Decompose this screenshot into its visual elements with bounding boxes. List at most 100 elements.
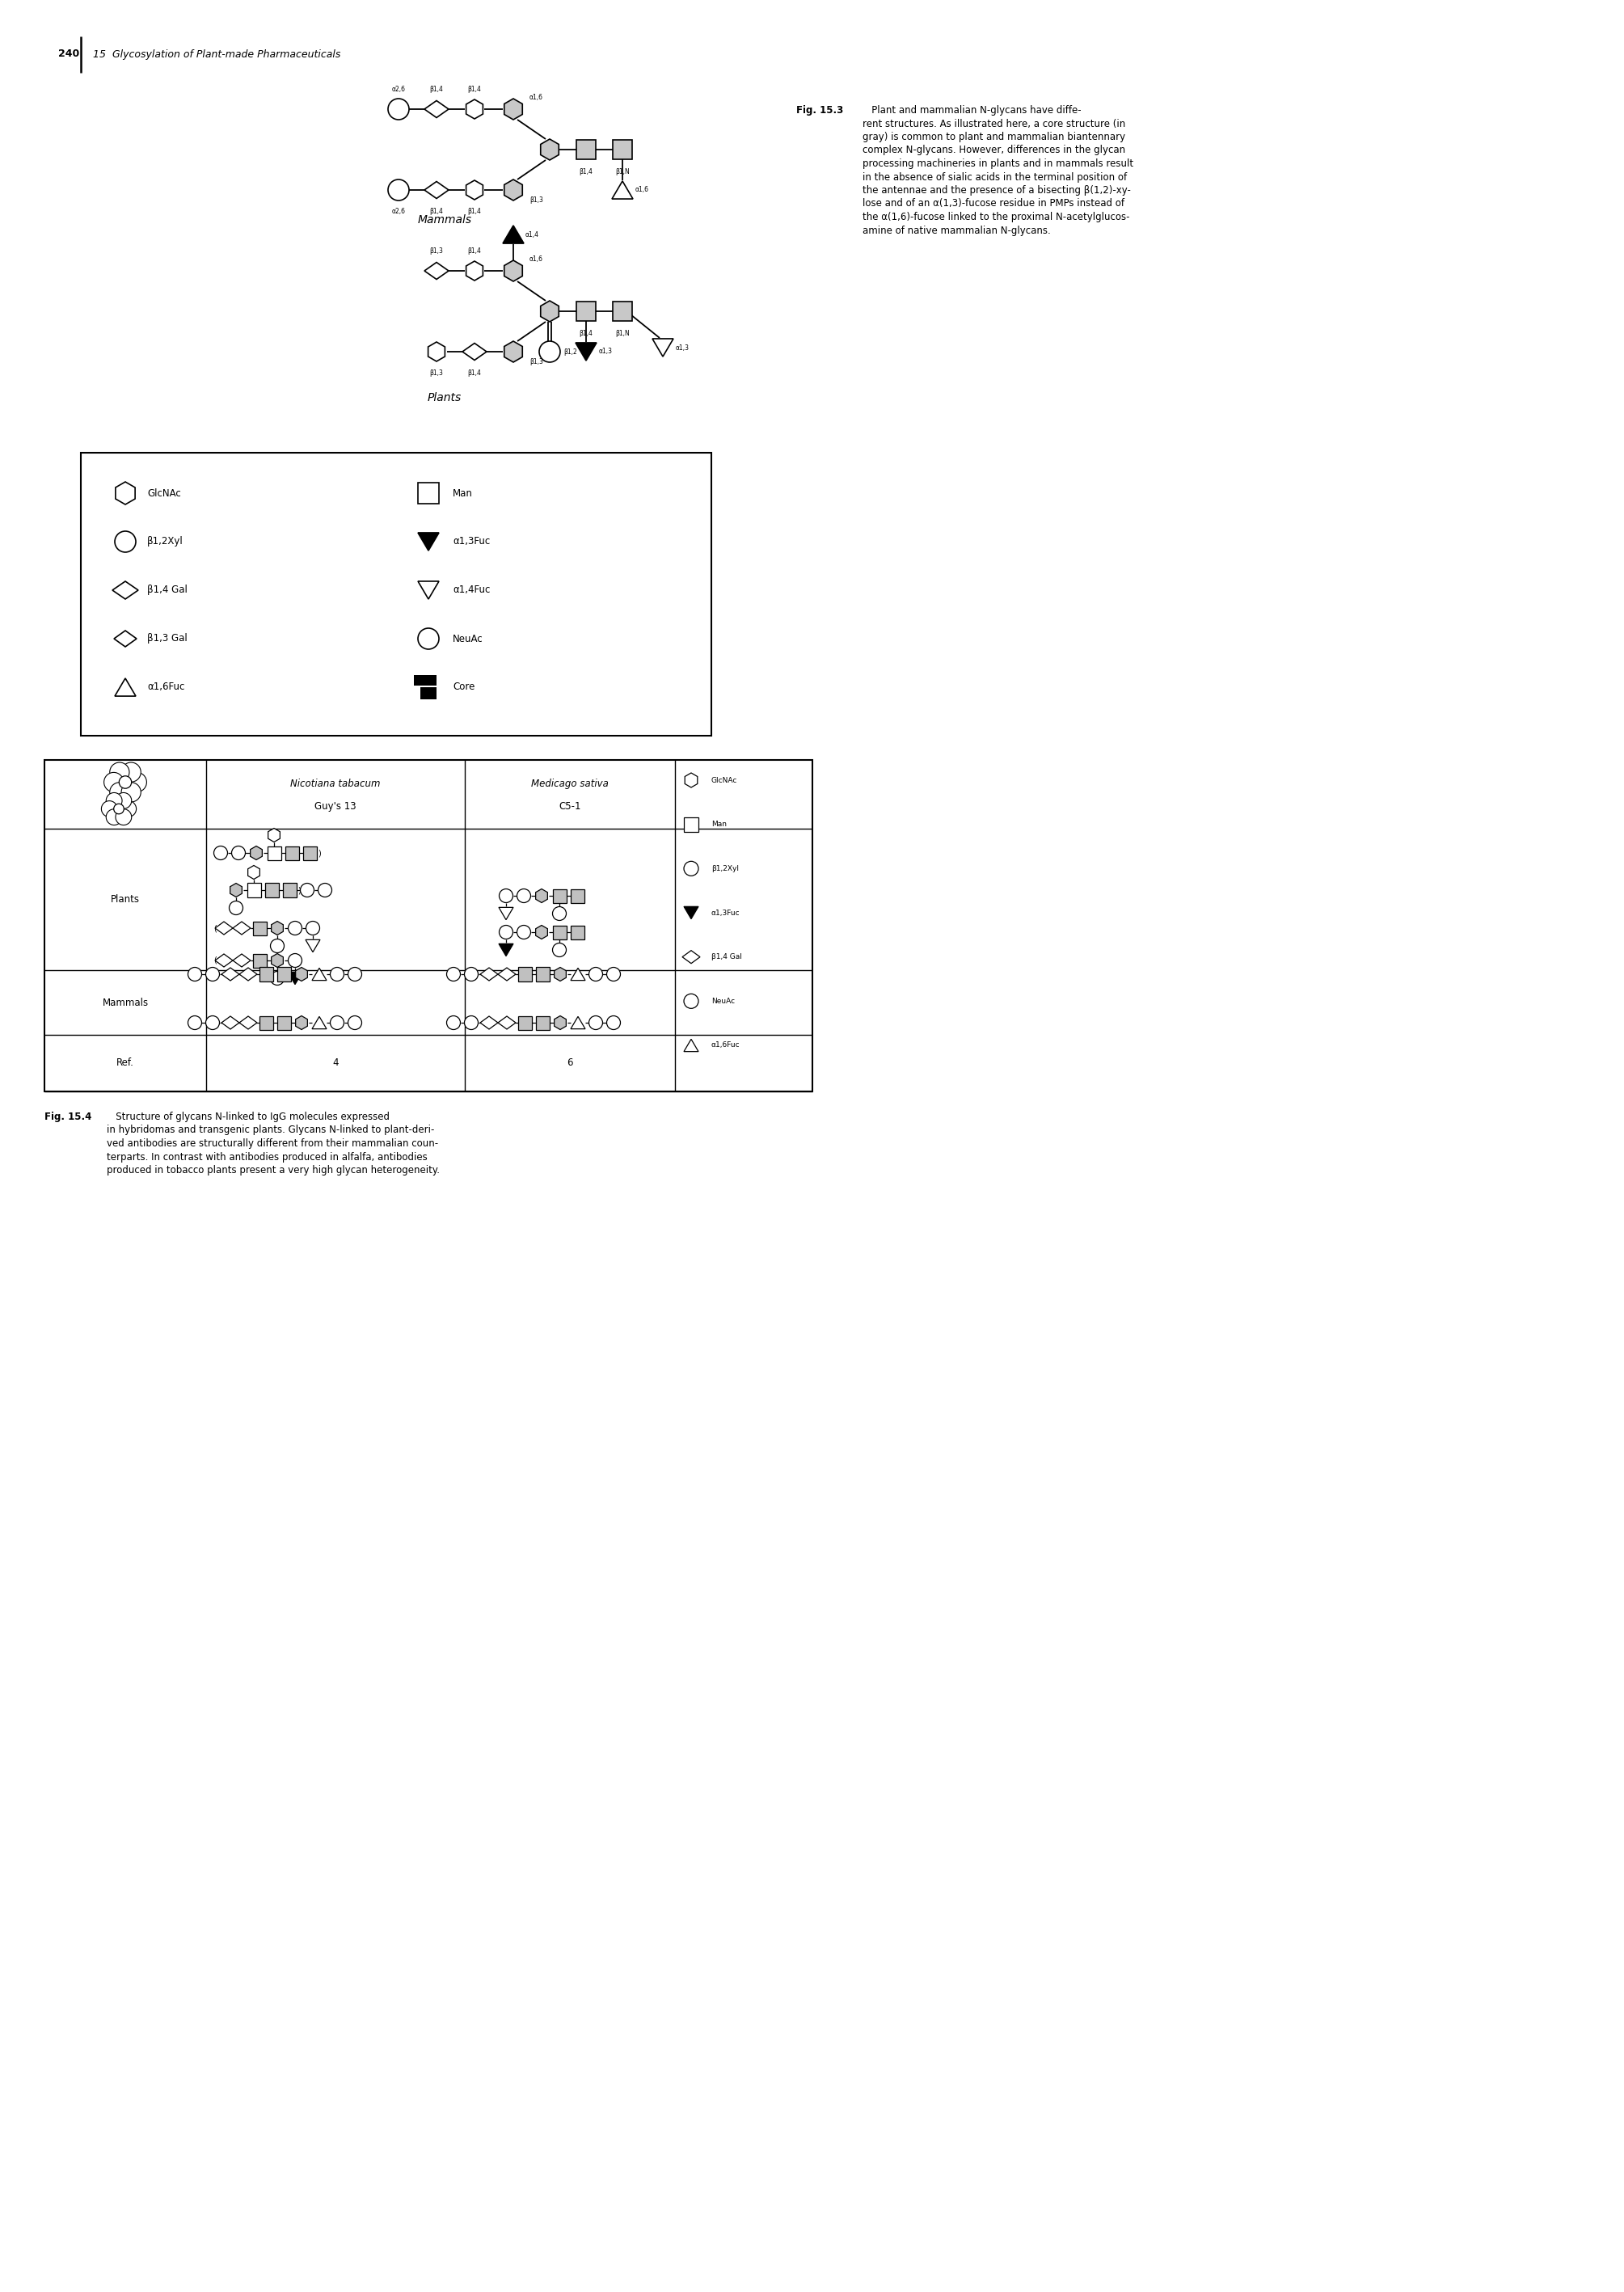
Bar (570, 889, 585, 903)
Text: (: ( (213, 956, 216, 965)
Circle shape (106, 809, 122, 825)
Circle shape (464, 967, 477, 981)
Bar (518, 1015, 531, 1029)
Polygon shape (481, 967, 499, 981)
Text: NeuAc: NeuAc (453, 633, 482, 644)
Polygon shape (684, 908, 698, 919)
Circle shape (122, 763, 141, 782)
Bar (421, 688, 437, 699)
Circle shape (115, 532, 136, 552)
Polygon shape (232, 921, 250, 935)
Circle shape (607, 967, 620, 981)
Circle shape (232, 846, 245, 860)
Circle shape (348, 1015, 362, 1029)
Polygon shape (466, 181, 482, 199)
Bar (260, 1015, 273, 1029)
Text: α2,6: α2,6 (391, 209, 406, 215)
Circle shape (122, 782, 141, 802)
Circle shape (305, 921, 320, 935)
Polygon shape (112, 582, 138, 598)
Text: β1,2Xyl: β1,2Xyl (711, 864, 739, 873)
Circle shape (188, 967, 201, 981)
Text: β1,4: β1,4 (468, 369, 481, 376)
Text: β1,4 Gal: β1,4 Gal (711, 953, 742, 960)
Bar (577, 303, 596, 321)
Circle shape (206, 1015, 219, 1029)
Polygon shape (481, 1015, 499, 1029)
Circle shape (388, 179, 409, 199)
Polygon shape (541, 140, 559, 160)
Text: β1,4: β1,4 (580, 330, 593, 337)
Bar (247, 882, 261, 896)
Polygon shape (271, 921, 283, 935)
Text: Fig. 15.3: Fig. 15.3 (796, 105, 843, 115)
Text: α1,4: α1,4 (526, 231, 539, 238)
Circle shape (417, 628, 438, 649)
Polygon shape (214, 921, 232, 935)
Text: β1,N: β1,N (615, 330, 630, 337)
Text: Nicotiana tabacum: Nicotiana tabacum (291, 779, 380, 788)
Text: 15  Glycosylation of Plant-made Pharmaceuticals: 15 Glycosylation of Plant-made Pharmaceu… (93, 48, 341, 60)
Circle shape (206, 967, 219, 981)
Bar (265, 882, 278, 896)
Bar (284, 846, 299, 860)
Polygon shape (305, 940, 320, 951)
Text: Man: Man (453, 488, 473, 497)
Circle shape (330, 1015, 344, 1029)
Text: β1,4 Gal: β1,4 Gal (148, 584, 187, 596)
Circle shape (552, 942, 567, 956)
Circle shape (188, 1015, 201, 1029)
Text: Structure of glycans N-linked to IgG molecules expressed
in hybridomas and trans: Structure of glycans N-linked to IgG mol… (107, 1112, 440, 1176)
Text: Guy's 13: Guy's 13 (315, 802, 356, 811)
Text: α1,3: α1,3 (599, 348, 612, 355)
Text: β1,3: β1,3 (430, 369, 443, 376)
Bar (414, 676, 437, 685)
Circle shape (590, 967, 603, 981)
Polygon shape (612, 181, 633, 199)
Bar (536, 1015, 549, 1029)
Polygon shape (429, 342, 445, 362)
Polygon shape (466, 261, 482, 280)
Bar (417, 484, 438, 504)
Polygon shape (536, 889, 547, 903)
Text: α1,6: α1,6 (635, 186, 650, 193)
Text: (: ( (213, 924, 216, 933)
Polygon shape (463, 344, 487, 360)
Polygon shape (424, 261, 448, 280)
Text: α1,3Fuc: α1,3Fuc (453, 536, 490, 548)
Text: Plants: Plants (427, 392, 461, 403)
Text: β1,2Xyl: β1,2Xyl (148, 536, 184, 548)
Text: NeuAc: NeuAc (711, 997, 736, 1004)
Circle shape (590, 1015, 603, 1029)
Polygon shape (424, 101, 448, 117)
Circle shape (447, 1015, 460, 1029)
Circle shape (499, 926, 513, 940)
Circle shape (388, 99, 409, 119)
Text: Fig. 15.4: Fig. 15.4 (44, 1112, 91, 1123)
Text: β1,N: β1,N (615, 167, 630, 176)
Text: 240: 240 (58, 48, 80, 60)
Bar (612, 303, 632, 321)
Text: α1,6Fuc: α1,6Fuc (148, 683, 185, 692)
Polygon shape (499, 1015, 516, 1029)
Text: Mammals: Mammals (417, 213, 471, 225)
Polygon shape (114, 630, 136, 646)
Text: ): ) (297, 887, 300, 894)
Text: β1,3: β1,3 (430, 248, 443, 254)
Text: β1,3: β1,3 (529, 197, 542, 204)
Circle shape (516, 926, 531, 940)
Bar (552, 926, 567, 940)
Text: β1,4: β1,4 (468, 209, 481, 215)
Bar (276, 967, 291, 981)
Circle shape (127, 772, 146, 793)
Circle shape (106, 793, 122, 809)
Bar (552, 889, 567, 903)
Text: β1,4: β1,4 (580, 167, 593, 176)
Polygon shape (536, 926, 547, 940)
Bar (302, 846, 317, 860)
Text: ): ) (318, 848, 322, 857)
Polygon shape (232, 953, 250, 967)
Circle shape (271, 972, 284, 986)
Text: α1,6: α1,6 (529, 94, 542, 101)
Polygon shape (231, 882, 242, 896)
